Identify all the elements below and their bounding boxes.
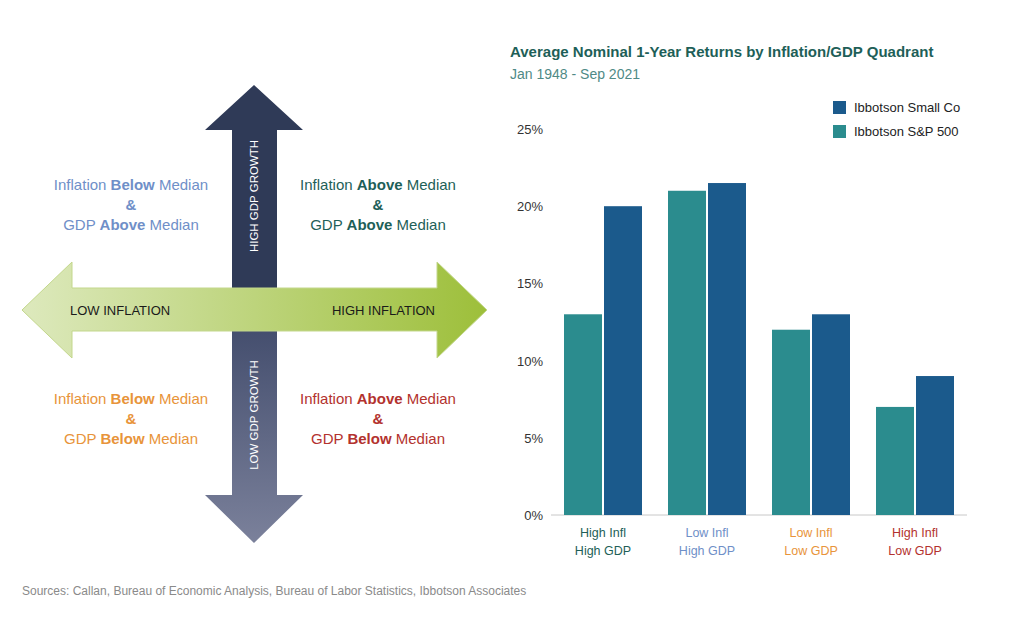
quadrant-word: GDP bbox=[311, 430, 347, 447]
bar bbox=[708, 183, 746, 515]
quadrant-word: GDP bbox=[63, 216, 99, 233]
quadrant-word: Median bbox=[403, 390, 456, 407]
quadrant-word: Above bbox=[357, 176, 403, 193]
bar bbox=[668, 191, 706, 515]
quadrant-word: Median bbox=[392, 430, 445, 447]
title: Average Nominal 1-Year Returns by Inflat… bbox=[510, 43, 933, 60]
quadrant-amp: & bbox=[373, 196, 384, 213]
bar bbox=[916, 376, 954, 515]
y-tick-label: 5% bbox=[524, 431, 543, 446]
quadrant-word: Below bbox=[111, 390, 156, 407]
axis-label: HIGH INFLATION bbox=[332, 303, 435, 318]
bars bbox=[564, 183, 954, 515]
quadrant-text: Inflation Below Median bbox=[54, 176, 208, 193]
bar bbox=[812, 314, 850, 515]
quadrant-text: GDP Below Median bbox=[64, 430, 198, 447]
quadrant-text: Inflation Above Median bbox=[300, 176, 456, 193]
bar bbox=[604, 206, 642, 515]
arrow-horizontal bbox=[22, 262, 487, 358]
legend: Ibbotson Small Co Ibbotson S&P 500 bbox=[833, 100, 960, 139]
legend-label: Ibbotson Small Co bbox=[854, 100, 960, 115]
quadrant-word: Above bbox=[357, 390, 403, 407]
axis-label: HIGH GDP GROWTH bbox=[248, 140, 260, 252]
quadrant-diagram: HIGH GDP GROWTH LOW GDP GROWTH LOW INFLATI… bbox=[22, 85, 487, 543]
quadrant-word: Above bbox=[347, 216, 393, 233]
legend-swatch bbox=[833, 125, 846, 138]
axis-label: LOW INFLATION bbox=[70, 303, 170, 318]
x-tick-label: Low Infl Low GDP bbox=[784, 526, 838, 558]
bar bbox=[564, 314, 602, 515]
bar bbox=[876, 407, 914, 515]
quadrant-word: Below bbox=[111, 176, 156, 193]
y-tick-label: 25% bbox=[517, 122, 543, 137]
x-tick-line: High Infl bbox=[580, 526, 626, 540]
bar bbox=[772, 330, 810, 515]
x-tick-line: Low Infl bbox=[789, 526, 832, 540]
axis-label: LOW GDP GROWTH bbox=[248, 360, 260, 470]
quadrant-word: Median bbox=[145, 430, 198, 447]
canvas: HIGH GDP GROWTH LOW GDP GROWTH LOW INFLATI… bbox=[0, 0, 1024, 619]
y-tick-label: 15% bbox=[517, 276, 543, 291]
x-tick-line: High GDP bbox=[679, 544, 735, 558]
quadrant-text: Inflation Below Median bbox=[54, 390, 208, 407]
x-tick-label: High Infl Low GDP bbox=[888, 526, 942, 558]
legend-swatch bbox=[833, 101, 846, 114]
y-tick-label: 10% bbox=[517, 354, 543, 369]
x-tick-line: Low GDP bbox=[888, 544, 942, 558]
y-axis: 0% 5% 10% 15% 20% 25% bbox=[517, 122, 543, 523]
quadrant-amp: & bbox=[126, 410, 137, 427]
quadrant-text: GDP Above Median bbox=[63, 216, 199, 233]
bar-chart: Average Nominal 1-Year Returns by Inflat… bbox=[510, 43, 967, 558]
x-tick-line: Low GDP bbox=[784, 544, 838, 558]
quadrant-word: Median bbox=[392, 216, 445, 233]
quadrant-word: Inflation bbox=[300, 390, 357, 407]
subtitle: Jan 1948 - Sep 2021 bbox=[510, 66, 640, 82]
quadrant-word: Inflation bbox=[54, 176, 111, 193]
quadrant-text: GDP Above Median bbox=[310, 216, 446, 233]
quadrant-amp: & bbox=[126, 196, 137, 213]
quadrant-word: GDP bbox=[64, 430, 100, 447]
x-tick-label: Low Infl High GDP bbox=[679, 526, 735, 558]
x-tick-line: High GDP bbox=[575, 544, 631, 558]
x-axis: High InflHigh GDPLow InflHigh GDPLow Inf… bbox=[575, 526, 942, 558]
arrow-down bbox=[205, 328, 303, 543]
quadrant-word: Above bbox=[100, 216, 146, 233]
legend-label: Ibbotson S&P 500 bbox=[854, 124, 959, 139]
quadrant-amp: & bbox=[373, 410, 384, 427]
quadrant-word: Median bbox=[403, 176, 456, 193]
quadrant-word: Median bbox=[155, 390, 208, 407]
quadrant-text: GDP Below Median bbox=[311, 430, 445, 447]
quadrant-word: Median bbox=[155, 176, 208, 193]
arrow-up bbox=[205, 85, 303, 292]
quadrant-word: GDP bbox=[310, 216, 346, 233]
sources: Sources: Callan, Bureau of Economic Anal… bbox=[22, 584, 526, 598]
quadrant-word: Inflation bbox=[300, 176, 357, 193]
quadrant-word: Below bbox=[100, 430, 145, 447]
quadrant-word: Below bbox=[347, 430, 392, 447]
x-tick-label: High Infl High GDP bbox=[575, 526, 631, 558]
x-tick-line: High Infl bbox=[892, 526, 938, 540]
y-tick-label: 0% bbox=[524, 508, 543, 523]
x-tick-line: Low Infl bbox=[685, 526, 728, 540]
quadrant-word: Inflation bbox=[54, 390, 111, 407]
quadrant-text: Inflation Above Median bbox=[300, 390, 456, 407]
quadrant-word: Median bbox=[145, 216, 198, 233]
y-tick-label: 20% bbox=[517, 199, 543, 214]
